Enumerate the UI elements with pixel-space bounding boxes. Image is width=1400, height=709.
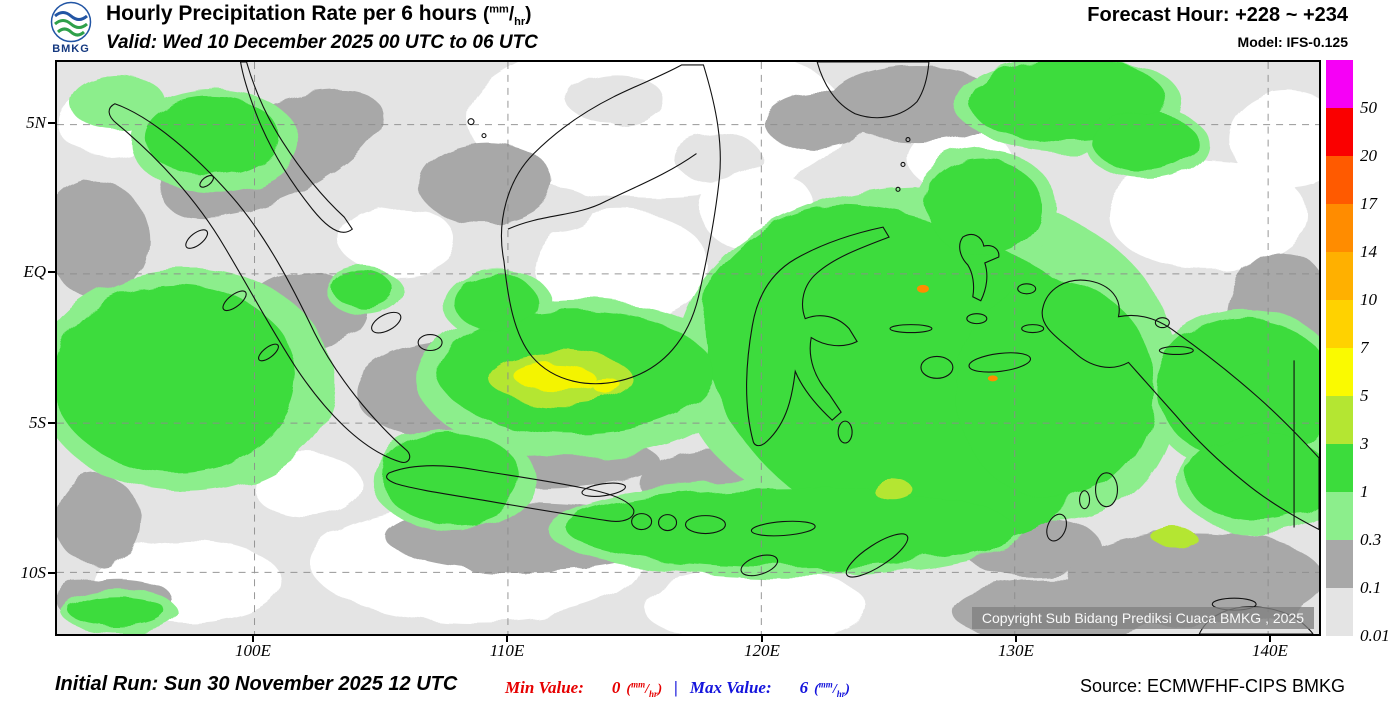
copyright-watermark: Copyright Sub Bidang Prediksi Cuaca BMKG… [971, 607, 1314, 629]
unit-open: ( [626, 682, 632, 697]
unit-close: ) [657, 682, 663, 697]
colorbar-segment: 14 [1326, 204, 1377, 261]
unit-mm-hr: (mm/hr) [482, 3, 532, 28]
bmkg-logo-label: BMKG [52, 43, 90, 55]
min-value-label: Min Value: [505, 678, 584, 697]
colorbar-label: 5 [1360, 386, 1369, 405]
unit-numerator: mm [818, 679, 833, 690]
colorbar-label: 20 [1360, 146, 1377, 165]
colorbar-segment: 0.3 [1326, 492, 1381, 549]
colorbar-label: 17 [1360, 194, 1377, 213]
colorbar: 50 20 17 14 10 7 5 3 1 0.3 0.1 0.01 [1326, 60, 1400, 645]
bmkg-logo-icon [50, 1, 92, 43]
colorbar-label: 0.01 [1360, 626, 1390, 645]
lon-label-110e: 110E [489, 641, 525, 660]
graticule [57, 62, 1319, 634]
precip-orange-layer [916, 284, 998, 382]
tick-mark [252, 636, 254, 642]
colorbar-segment: 50 [1326, 60, 1377, 117]
title-block: Hourly Precipitation Rate per 6 hours (m… [106, 2, 538, 54]
unit-numerator: mm [489, 3, 509, 16]
tick-mark [48, 422, 55, 424]
colorbar-label: 0.3 [1360, 530, 1382, 549]
colorbar-segment: 7 [1326, 300, 1369, 357]
colorbar-segment: 10 [1326, 252, 1377, 309]
lon-label-100e: 100E [235, 641, 271, 660]
precip-green-layer [57, 62, 1319, 628]
minmax-separator: | [674, 678, 678, 697]
unit-slash: / [645, 682, 649, 697]
unit-close: ) [525, 4, 532, 25]
unit-slash: / [508, 4, 515, 25]
unit-denominator: hr [514, 15, 526, 28]
colorbar-label: 0.1 [1360, 578, 1382, 597]
colorbar-segment: 3 [1326, 396, 1369, 453]
colorbar-segment: 17 [1326, 156, 1377, 213]
bmkg-logo: BMKG [42, 1, 100, 55]
model-label: Model: IFS-0.125 [1237, 34, 1348, 50]
tick-mark [1269, 636, 1271, 642]
tick-mark [506, 636, 508, 642]
max-value-label: Max Value: [689, 678, 772, 697]
lon-label-130e: 130E [998, 641, 1034, 660]
unit-denominator: hr [648, 688, 658, 699]
colorbar-label: 10 [1360, 290, 1377, 309]
colorbar-segment: 5 [1326, 348, 1369, 405]
colorbar-segment: 1 [1326, 444, 1369, 501]
map-frame: Copyright Sub Bidang Prediksi Cuaca BMKG… [55, 60, 1321, 636]
precip-yellow-layer [513, 363, 619, 390]
lat-label-10s: 10S [20, 563, 47, 582]
unit-slash: / [832, 682, 837, 697]
min-value: 0 [611, 678, 621, 697]
source-label: Source: ECMWFHF-CIPS BMKG [1079, 676, 1345, 696]
minmax-values: Min Value: 0 (mm/hr) | Max Value: 6 (mm/hr) [505, 678, 850, 699]
tick-mark [48, 572, 55, 574]
unit-numerator: mm [631, 679, 646, 690]
colorbar-label: 1 [1360, 482, 1369, 501]
lat-label-eq: EQ [23, 262, 46, 281]
lat-label-5s: 5S [29, 413, 46, 432]
unit-close: ) [845, 682, 850, 697]
colorbar-segment: 20 [1326, 108, 1377, 165]
unit-open: ( [814, 682, 819, 697]
colorbar-label: 3 [1360, 434, 1369, 453]
lon-label-120e: 120E [744, 641, 780, 660]
lat-label-5n: 5N [26, 113, 46, 132]
max-unit: (mm/hr) [814, 679, 850, 699]
tick-mark [761, 636, 763, 642]
unit-open: ( [482, 4, 490, 25]
tick-mark [1015, 636, 1017, 642]
page-title-text: Hourly Precipitation Rate per 6 hours [106, 2, 478, 25]
valid-range-label: Valid: Wed 10 December 2025 00 UTC to 06… [106, 31, 538, 53]
lon-label-140e: 140E [1252, 641, 1288, 660]
page-title: Hourly Precipitation Rate per 6 hours (m… [106, 2, 538, 28]
forecast-block: Forecast Hour: +228 ~ +234 Model: IFS-0.… [1087, 4, 1348, 50]
initial-run-label: Initial Run: Sun 30 November 2025 12 UTC [55, 673, 458, 695]
max-value: 6 [799, 678, 809, 697]
tick-mark [48, 271, 55, 273]
colorbar-segment: 0.1 [1326, 540, 1381, 597]
unit-denominator: hr [836, 688, 846, 699]
tick-mark [48, 122, 55, 124]
colorbar-label: 14 [1360, 242, 1377, 261]
colorbar-label: 50 [1360, 98, 1377, 117]
forecast-hour-label: Forecast Hour: +228 ~ +234 [1087, 4, 1348, 26]
colorbar-segment: 0.01 [1326, 588, 1390, 645]
colorbar-label: 7 [1360, 338, 1369, 357]
precipitation-map [57, 62, 1319, 634]
min-unit: (mm/hr) [626, 679, 663, 699]
